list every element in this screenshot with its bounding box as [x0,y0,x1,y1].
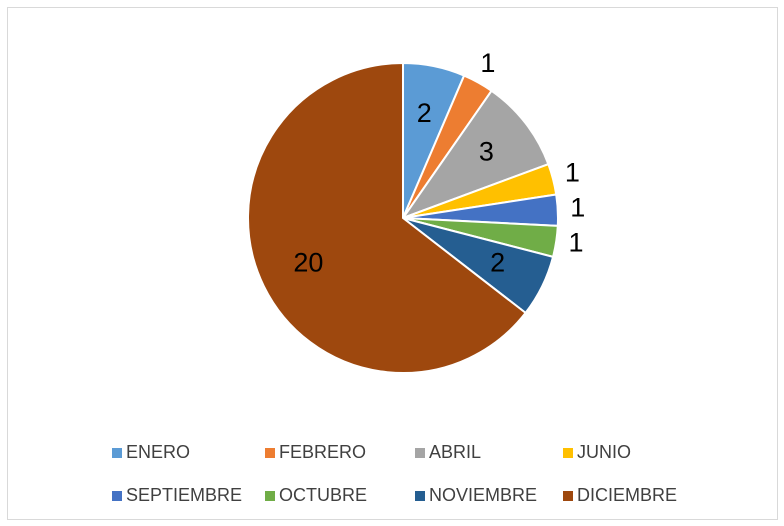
legend-label: DICIEMBRE [577,485,677,505]
legend-label: SEPTIEMBRE [126,485,242,505]
legend-swatch [265,491,275,501]
pie-slice [400,89,550,221]
legend-swatch [265,448,275,458]
legend-swatch [563,448,573,458]
legend-label: FEBRERO [279,442,366,462]
data-label: 1 [568,228,583,258]
legend-swatch [415,448,425,458]
legend-label: JUNIO [577,442,631,462]
data-label: 1 [480,48,495,78]
data-label: 1 [570,192,585,222]
data-label: 2 [417,98,432,128]
legend-label: ABRIL [429,442,481,462]
pie-slice [247,61,527,374]
legend-label: NOVIEMBRE [429,485,537,505]
data-label: 2 [490,248,505,278]
legend-swatch [112,448,122,458]
legend-label: OCTUBRE [279,485,367,505]
legend-swatch [563,491,573,501]
data-label: 1 [565,157,580,187]
legend-swatch [112,491,122,501]
data-label: 20 [293,248,323,278]
data-label: 3 [479,137,494,167]
legend-label: ENERO [126,442,190,462]
legend-swatch [415,491,425,501]
